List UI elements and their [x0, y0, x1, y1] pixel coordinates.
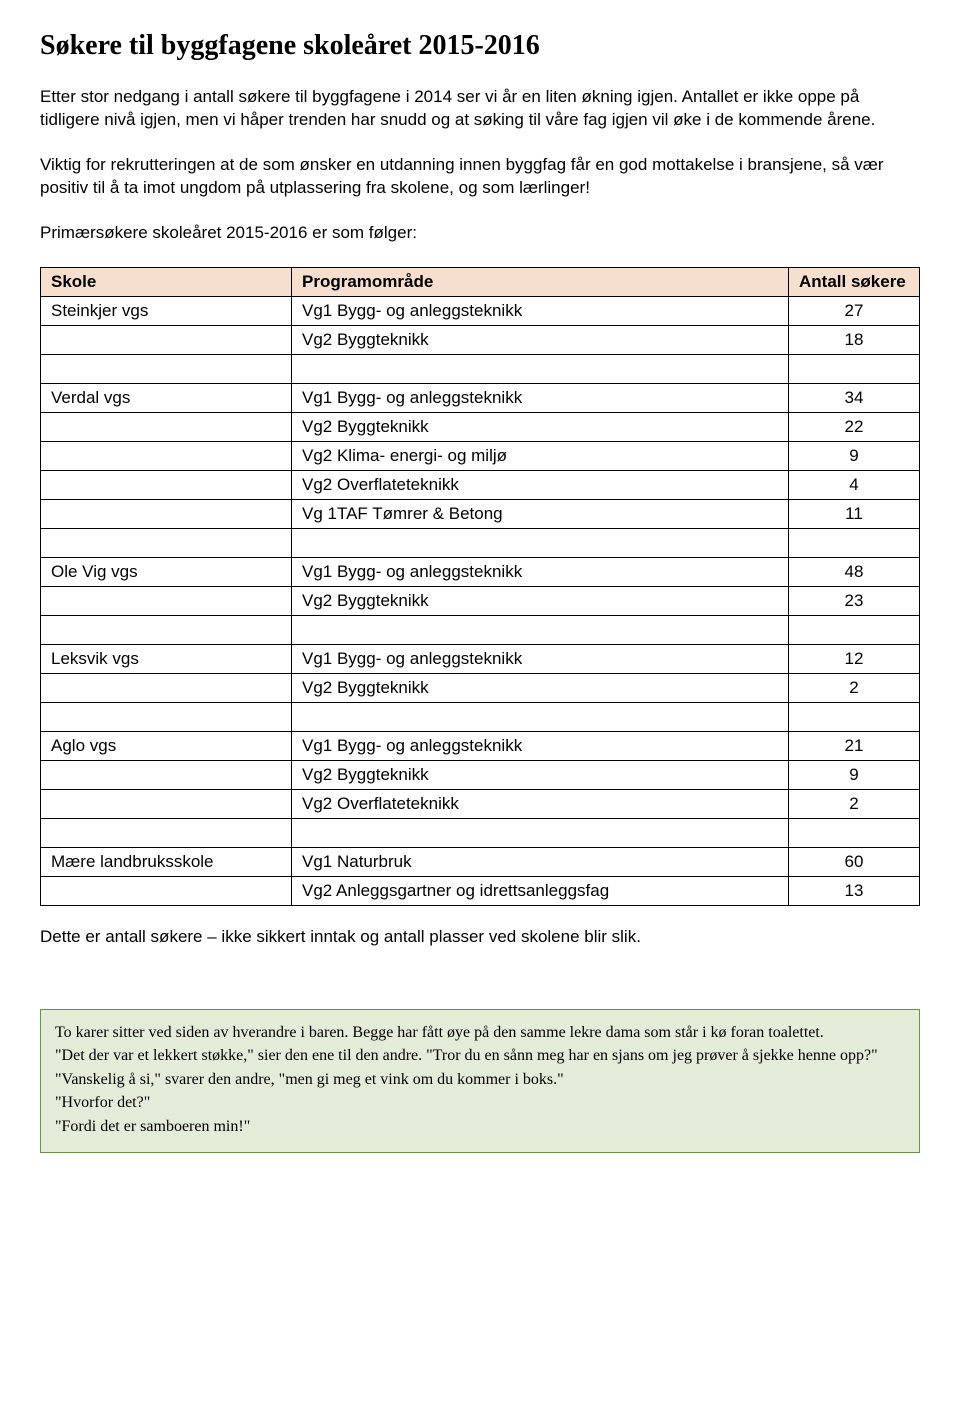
cell-school: [41, 760, 292, 789]
table-row: Vg2 Byggteknikk9: [41, 760, 920, 789]
cell-program: Vg1 Bygg- og anleggsteknikk: [292, 296, 789, 325]
table-footnote: Dette er antall søkere – ikke sikkert in…: [40, 926, 920, 949]
cell-program: Vg1 Bygg- og anleggsteknikk: [292, 557, 789, 586]
table-row: Vg2 Klima- energi- og miljø9: [41, 441, 920, 470]
cell-program: Vg2 Klima- energi- og miljø: [292, 441, 789, 470]
cell-school: [41, 412, 292, 441]
cell-school: Mære landbruksskole: [41, 847, 292, 876]
cell-school: [41, 673, 292, 702]
joke-box: To karer sitter ved siden av hverandre i…: [40, 1009, 920, 1153]
joke-line: To karer sitter ved siden av hverandre i…: [55, 1022, 905, 1044]
cell-program: Vg2 Byggteknikk: [292, 586, 789, 615]
table-row: Vg2 Byggteknikk18: [41, 325, 920, 354]
applicants-table: Skole Programområde Antall søkere Steink…: [40, 267, 920, 906]
table-spacer-row: [41, 702, 920, 731]
cell-school: [41, 441, 292, 470]
cell-school: [41, 470, 292, 499]
table-spacer-row: [41, 818, 920, 847]
intro-paragraph-2: Viktig for rekrutteringen at de som ønsk…: [40, 154, 920, 200]
col-skole: Skole: [41, 267, 292, 296]
table-row: Aglo vgsVg1 Bygg- og anleggsteknikk21: [41, 731, 920, 760]
col-antall: Antall søkere: [789, 267, 920, 296]
cell-count: 4: [789, 470, 920, 499]
cell-program: Vg2 Byggteknikk: [292, 325, 789, 354]
table-row: Vg2 Byggteknikk2: [41, 673, 920, 702]
joke-line: "Hvorfor det?": [55, 1092, 905, 1114]
cell-school: [41, 586, 292, 615]
intro-paragraph-1: Etter stor nedgang i antall søkere til b…: [40, 86, 920, 132]
cell-program: Vg1 Bygg- og anleggsteknikk: [292, 644, 789, 673]
table-row: Ole Vig vgsVg1 Bygg- og anleggsteknikk48: [41, 557, 920, 586]
table-spacer-row: [41, 615, 920, 644]
cell-school: [41, 325, 292, 354]
cell-count: 21: [789, 731, 920, 760]
cell-count: 2: [789, 673, 920, 702]
table-row: Vg2 Overflateteknikk4: [41, 470, 920, 499]
cell-count: 9: [789, 441, 920, 470]
cell-program: Vg1 Bygg- og anleggsteknikk: [292, 731, 789, 760]
cell-program: Vg1 Naturbruk: [292, 847, 789, 876]
intro-paragraph-3: Primærsøkere skoleåret 2015-2016 er som …: [40, 222, 920, 245]
cell-count: 13: [789, 876, 920, 905]
cell-school: [41, 499, 292, 528]
table-row: Leksvik vgsVg1 Bygg- og anleggsteknikk12: [41, 644, 920, 673]
table-row: Vg2 Byggteknikk23: [41, 586, 920, 615]
cell-school: Steinkjer vgs: [41, 296, 292, 325]
cell-program: Vg 1TAF Tømrer & Betong: [292, 499, 789, 528]
joke-line: "Vanskelig å si," svarer den andre, "men…: [55, 1069, 905, 1091]
cell-count: 48: [789, 557, 920, 586]
table-spacer-row: [41, 528, 920, 557]
table-spacer-row: [41, 354, 920, 383]
table-row: Vg2 Overflateteknikk2: [41, 789, 920, 818]
cell-school: Leksvik vgs: [41, 644, 292, 673]
table-row: Vg 1TAF Tømrer & Betong11: [41, 499, 920, 528]
col-programomrade: Programområde: [292, 267, 789, 296]
cell-count: 22: [789, 412, 920, 441]
cell-school: Aglo vgs: [41, 731, 292, 760]
cell-program: Vg2 Byggteknikk: [292, 673, 789, 702]
cell-program: Vg2 Overflateteknikk: [292, 789, 789, 818]
cell-school: [41, 789, 292, 818]
cell-count: 27: [789, 296, 920, 325]
cell-count: 60: [789, 847, 920, 876]
cell-count: 2: [789, 789, 920, 818]
cell-program: Vg2 Anleggsgartner og idrettsanleggsfag: [292, 876, 789, 905]
joke-line: "Fordi det er samboeren min!": [55, 1116, 905, 1138]
cell-school: [41, 876, 292, 905]
cell-program: Vg2 Byggteknikk: [292, 760, 789, 789]
table-row: Verdal vgsVg1 Bygg- og anleggsteknikk34: [41, 383, 920, 412]
cell-count: 23: [789, 586, 920, 615]
cell-count: 11: [789, 499, 920, 528]
cell-program: Vg1 Bygg- og anleggsteknikk: [292, 383, 789, 412]
cell-count: 18: [789, 325, 920, 354]
table-row: Vg2 Byggteknikk22: [41, 412, 920, 441]
table-header-row: Skole Programområde Antall søkere: [41, 267, 920, 296]
cell-count: 9: [789, 760, 920, 789]
joke-line: "Det der var et lekkert støkke," sier de…: [55, 1045, 905, 1067]
cell-count: 34: [789, 383, 920, 412]
page-title: Søkere til byggfagene skoleåret 2015-201…: [40, 30, 920, 62]
cell-program: Vg2 Overflateteknikk: [292, 470, 789, 499]
cell-school: Verdal vgs: [41, 383, 292, 412]
table-row: Mære landbruksskoleVg1 Naturbruk60: [41, 847, 920, 876]
table-row: Steinkjer vgsVg1 Bygg- og anleggsteknikk…: [41, 296, 920, 325]
cell-program: Vg2 Byggteknikk: [292, 412, 789, 441]
cell-count: 12: [789, 644, 920, 673]
cell-school: Ole Vig vgs: [41, 557, 292, 586]
table-row: Vg2 Anleggsgartner og idrettsanleggsfag1…: [41, 876, 920, 905]
